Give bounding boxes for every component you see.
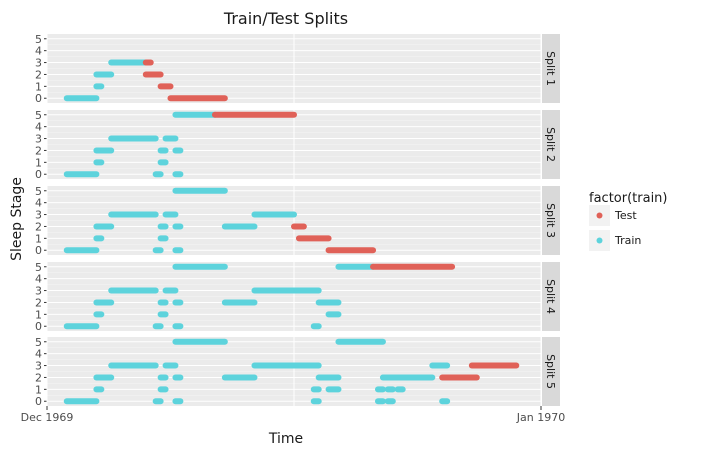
legend-entry-label: Test (614, 209, 637, 222)
facet-strip-label: Split 1 (544, 51, 557, 86)
legend-key-swatch (596, 237, 603, 244)
y-tick-label: 4 (35, 273, 42, 286)
y-tick-label: 3 (35, 360, 42, 373)
y-tick-label: 4 (35, 121, 42, 134)
chart-title: Train/Test Splits (223, 9, 348, 28)
y-axis-title: Sleep Stage (9, 177, 25, 261)
legend: factor(train) Test Train (589, 191, 668, 251)
facet-strip (542, 262, 560, 331)
legend-title: factor(train) (589, 191, 668, 206)
x-tick-label: Dec 1969 (21, 411, 74, 424)
x-axis: Dec 1969 Jan 1970 (21, 406, 565, 424)
y-tick-label: 4 (35, 45, 42, 58)
legend-key-swatch (596, 212, 603, 219)
y-tick-label: 1 (35, 156, 42, 169)
y-tick-label: 2 (35, 296, 42, 309)
y-tick-label: 2 (35, 371, 42, 384)
y-tick-label: 3 (35, 57, 42, 70)
x-axis-title: Time (268, 431, 303, 447)
y-tick-label: 3 (35, 285, 42, 298)
facet-strip-label: Split 4 (544, 279, 557, 314)
y-tick-label: 1 (35, 80, 42, 93)
y-tick-label: 0 (35, 168, 42, 181)
y-tick-label: 2 (35, 68, 42, 81)
y-tick-label: 2 (35, 144, 42, 157)
y-tick-label: 1 (35, 308, 42, 321)
y-tick-label: 1 (35, 232, 42, 245)
facet-strip (542, 110, 560, 179)
facet-strip-label: Split 2 (544, 127, 557, 162)
y-tick-label: 0 (35, 320, 42, 333)
y-tick-label: 3 (35, 133, 42, 146)
y-tick-label: 0 (35, 244, 42, 257)
y-tick-label: 4 (35, 348, 42, 361)
y-tick-label: 5 (35, 33, 42, 46)
facet-strip-label: Split 5 (544, 354, 557, 389)
y-tick-label: 3 (35, 209, 42, 222)
facet-strip (542, 34, 560, 103)
x-tick-label: Jan 1970 (516, 411, 565, 424)
y-tick-label: 4 (35, 197, 42, 210)
y-tick-label: 1 (35, 383, 42, 396)
y-tick-label: 0 (35, 395, 42, 408)
y-tick-label: 5 (35, 109, 42, 122)
y-tick-label: 5 (35, 336, 42, 349)
legend-entry-label: Train (614, 234, 641, 247)
facet-strip-label: Split 3 (544, 203, 557, 238)
facet-strip (542, 337, 560, 406)
y-tick-label: 2 (35, 220, 42, 233)
y-tick-label: 0 (35, 92, 42, 105)
facet-strip (542, 186, 560, 255)
y-tick-label: 5 (35, 185, 42, 198)
y-tick-label: 5 (35, 261, 42, 274)
